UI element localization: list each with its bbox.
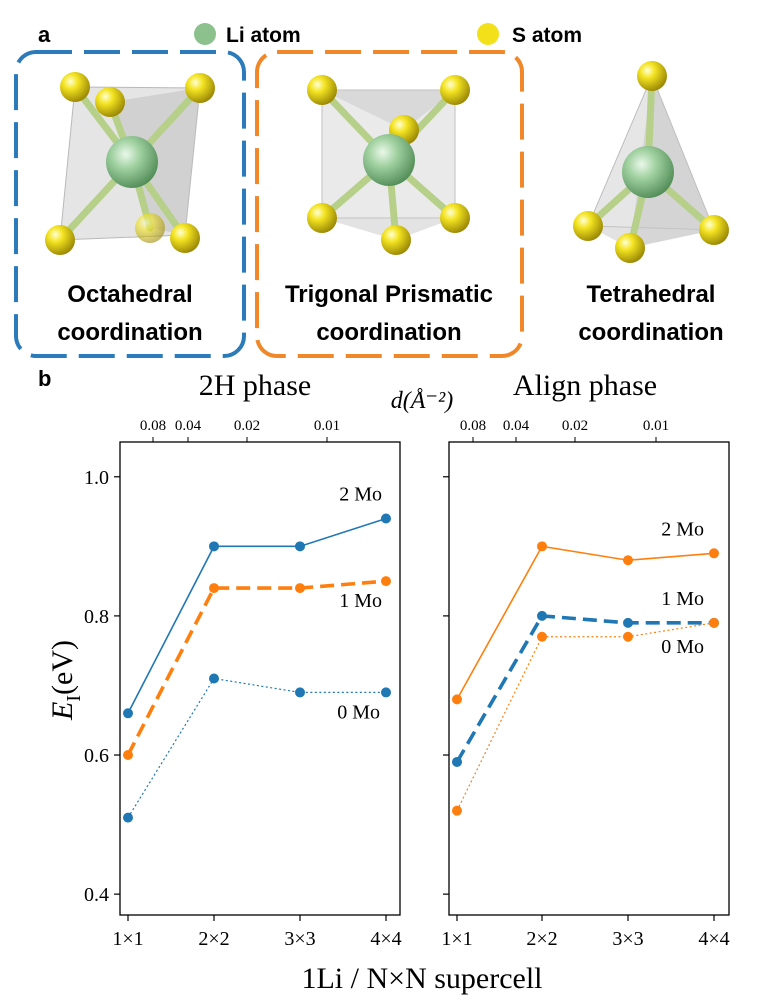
panel-b-label: b — [38, 366, 51, 391]
chart-title-right: Align phase — [513, 369, 657, 402]
data-point — [623, 555, 633, 566]
octahedral-label-line1: Octahedral — [67, 281, 192, 308]
plot-2h-phase: 0.4 0.6 0.8 1.0 1×1 2×2 3×3 4×4 0.08 0.04 0.02 0.01… — [84, 418, 402, 950]
series-line-1-mo — [455, 614, 714, 763]
tetrahedral-label-line2: coordination — [578, 319, 723, 346]
data-point — [623, 631, 633, 642]
li-atom-legend-icon — [194, 23, 216, 45]
data-point — [209, 673, 219, 684]
trigonal-prismatic-structure-icon — [307, 75, 470, 255]
trigonal-prismatic-label-line2: coordination — [316, 319, 461, 346]
panel-a: a Li atom S atom — [14, 22, 729, 358]
plot-align-phase: 1×1 2×2 3×3 4×4 0.08 0.04 0.02 0.01 2 Mo 1 Mo 0 Mo — [441, 418, 730, 950]
data-point — [209, 583, 219, 594]
octahedral-label-line2: coordination — [57, 319, 202, 346]
series-label: 0 Mo — [337, 701, 380, 723]
panel-b: b 2H phase Align phase d(Å⁻²) EI(eV) 1Li… — [38, 366, 730, 995]
x-tick-label: 1×1 — [112, 928, 143, 950]
data-point — [381, 687, 391, 698]
data-point — [537, 631, 547, 642]
chart-title-left: 2H phase — [199, 369, 311, 402]
x-tick-label: 3×3 — [612, 928, 643, 950]
plot-frame — [119, 441, 401, 916]
series-label: 2 Mo — [661, 518, 704, 540]
data-point — [709, 617, 719, 628]
x-axis-label: 1Li / N×N supercell — [301, 962, 542, 995]
top-tick-label: 0.08 — [460, 418, 486, 434]
data-point — [709, 548, 719, 559]
top-tick-label: 0.02 — [234, 418, 260, 434]
y-tick-label: 0.6 — [84, 745, 109, 767]
data-point — [123, 750, 133, 761]
y-tick-label: 1.0 — [84, 467, 109, 489]
y-tick-label: 0.4 — [84, 884, 109, 906]
data-point — [452, 694, 462, 705]
series-label: 1 Mo — [661, 588, 704, 610]
series-label: 2 Mo — [339, 484, 382, 506]
top-tick-label: 0.04 — [503, 418, 530, 434]
data-point — [295, 541, 305, 552]
s-atom-legend-label: S atom — [512, 24, 582, 47]
series-label: 0 Mo — [661, 636, 704, 658]
data-point — [537, 541, 547, 552]
panel-a-label: a — [38, 22, 51, 47]
data-point — [295, 687, 305, 698]
data-point — [381, 513, 391, 524]
series-line-0-mo — [127, 677, 386, 818]
x-tick-label: 2×2 — [198, 928, 229, 950]
trigonal-prismatic-label-line1: Trigonal Prismatic — [285, 281, 493, 308]
tetrahedral-label-line1: Tetrahedral — [587, 281, 716, 308]
data-point — [209, 541, 219, 552]
octahedral-frame — [14, 50, 246, 358]
top-tick-label: 0.02 — [562, 418, 588, 434]
top-tick-label: 0.04 — [175, 418, 202, 434]
y-axis-label-sub: I — [63, 695, 85, 702]
tetrahedral-structure-icon — [573, 61, 729, 263]
top-tick-label: 0.01 — [643, 418, 669, 434]
top-tick-label: 0.01 — [314, 418, 340, 434]
data-point — [452, 756, 462, 767]
series-line-2-mo — [456, 545, 715, 700]
x-tick-label: 2×2 — [526, 928, 557, 950]
y-axis-label: EI(eV) — [46, 640, 85, 721]
series-line-2-mo — [127, 517, 387, 714]
series-line-1-mo — [126, 579, 387, 756]
x-tick-label: 4×4 — [370, 928, 401, 950]
series-label: 1 Mo — [339, 590, 382, 612]
plot-frame — [448, 441, 730, 916]
x-tick-label: 3×3 — [284, 928, 315, 950]
data-point — [123, 812, 133, 823]
trigonal-prismatic-frame — [255, 50, 524, 358]
x-tick-label: 4×4 — [698, 928, 729, 950]
x-tick-label: 1×1 — [441, 928, 472, 950]
s-atom-legend-icon — [477, 23, 499, 45]
top-axis-label: d(Å⁻²) — [391, 388, 454, 414]
data-point — [537, 610, 547, 621]
y-axis-label-main: E — [46, 702, 79, 721]
data-point — [295, 583, 305, 594]
octahedral-structure-icon — [45, 72, 215, 255]
data-point — [381, 576, 391, 587]
data-point — [123, 708, 133, 719]
y-tick-label: 0.8 — [84, 606, 109, 628]
data-point — [452, 805, 462, 816]
li-atom-legend-label: Li atom — [226, 24, 301, 47]
y-axis-label-unit: (eV) — [46, 640, 79, 695]
top-tick-label: 0.08 — [140, 418, 166, 434]
data-point — [623, 617, 633, 628]
